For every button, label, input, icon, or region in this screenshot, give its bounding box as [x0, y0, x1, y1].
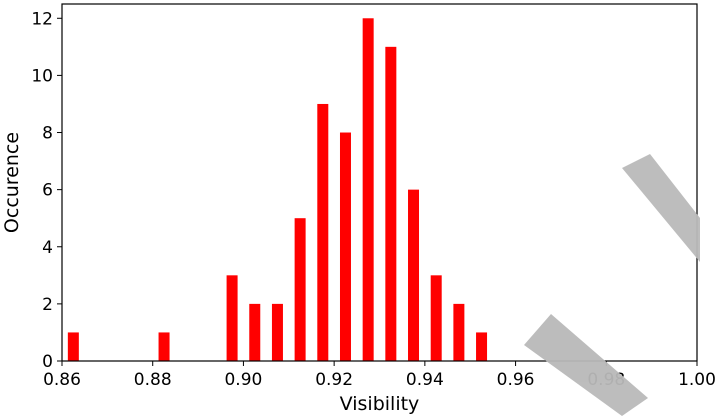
x-tick-label: 0.94 — [406, 370, 444, 390]
x-tick-label: 0.96 — [497, 370, 535, 390]
plot-frame — [61, 3, 698, 362]
x-tick-label: 0.92 — [315, 370, 353, 390]
bar — [430, 275, 442, 361]
x-tick-label: 0.86 — [43, 370, 81, 390]
y-axis-label: Occurence — [1, 132, 23, 233]
y-tick-label: 8 — [42, 124, 53, 144]
bars-group — [67, 18, 488, 362]
bar — [226, 275, 238, 361]
bar — [271, 303, 283, 361]
y-tick-label: 10 — [31, 66, 53, 86]
watermark-logo — [524, 154, 700, 416]
y-axis-ticks: 0 2 4 6 8 10 12 — [31, 9, 62, 372]
x-tick-label: 0.88 — [134, 370, 172, 390]
bar — [294, 218, 306, 361]
y-tick-label: 2 — [42, 295, 53, 315]
bar — [317, 103, 329, 362]
bar — [362, 18, 374, 362]
y-tick-label: 6 — [42, 181, 53, 201]
bar — [249, 303, 261, 361]
bar — [158, 332, 170, 361]
bar — [408, 189, 420, 361]
y-tick-label: 0 — [42, 352, 53, 372]
bar — [453, 303, 465, 361]
x-tick-label: 1.00 — [678, 370, 716, 390]
bar — [476, 332, 488, 361]
bar — [67, 332, 79, 361]
x-axis-label: Visibility — [340, 393, 420, 415]
bar — [385, 46, 397, 362]
x-tick-label: 0.90 — [224, 370, 262, 390]
y-tick-label: 4 — [42, 238, 53, 258]
y-tick-label: 12 — [31, 9, 53, 29]
bar — [339, 132, 351, 361]
